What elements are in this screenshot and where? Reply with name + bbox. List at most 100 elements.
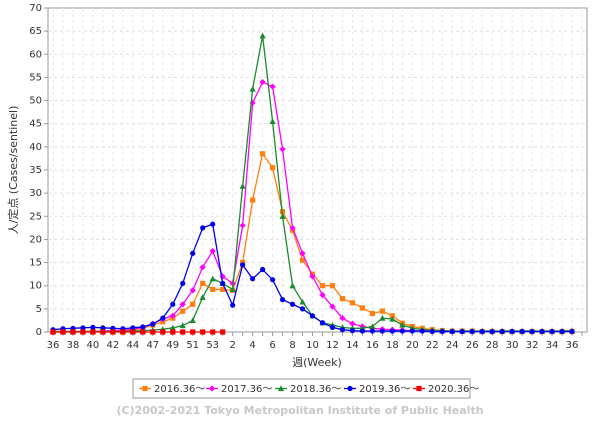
data-point <box>130 325 136 331</box>
data-point <box>230 302 236 308</box>
x-tick-label: 47 <box>146 340 159 351</box>
data-point <box>189 317 196 324</box>
data-point <box>309 273 316 280</box>
data-point <box>329 303 336 310</box>
data-point <box>160 315 166 321</box>
legend-entry: 2017.36～ <box>221 384 272 395</box>
series-4 <box>50 329 226 335</box>
data-point <box>269 118 276 124</box>
legend-marker <box>416 385 422 392</box>
data-point <box>169 324 176 331</box>
data-point <box>250 197 256 203</box>
data-point <box>250 276 256 282</box>
x-tick-label: 28 <box>486 340 499 351</box>
data-point <box>299 298 306 305</box>
x-tick-label: 38 <box>67 340 80 351</box>
y-tick-label: 70 <box>29 3 42 14</box>
x-tick-label: 32 <box>526 340 539 351</box>
data-point <box>329 283 336 289</box>
data-point <box>220 329 226 335</box>
y-tick-label: 50 <box>29 96 42 107</box>
x-tick-label: 6 <box>269 340 275 351</box>
data-point <box>180 280 186 286</box>
y-tick-label: 30 <box>29 188 42 199</box>
data-point <box>269 277 276 283</box>
data-point <box>210 221 216 227</box>
data-point <box>200 225 206 231</box>
y-tick-label: 40 <box>29 142 42 153</box>
data-point <box>199 294 206 300</box>
data-point <box>90 329 96 335</box>
data-point <box>150 321 156 327</box>
data-point <box>240 262 246 268</box>
y-tick-label: 10 <box>29 281 42 292</box>
x-tick-label: 42 <box>107 340 120 351</box>
data-point <box>359 305 366 311</box>
y-axis-label: 人/定点 (Cases/sentinel) <box>6 106 20 235</box>
x-tick-label: 44 <box>126 340 139 351</box>
data-point <box>179 301 186 308</box>
data-point <box>389 313 395 319</box>
data-point <box>299 306 306 312</box>
data-point <box>140 329 146 335</box>
data-point <box>180 329 186 335</box>
data-point <box>299 257 306 263</box>
data-point <box>190 250 196 256</box>
data-point <box>319 283 326 289</box>
data-point <box>260 266 266 273</box>
data-point <box>319 291 326 299</box>
data-point <box>90 324 96 330</box>
y-tick-label: 0 <box>36 327 42 338</box>
data-point <box>319 320 326 326</box>
data-point <box>379 328 385 334</box>
x-tick-label: 16 <box>366 340 379 351</box>
x-tick-label: 36 <box>47 340 60 351</box>
data-point <box>379 308 385 314</box>
data-point <box>389 328 395 334</box>
data-point <box>179 322 186 329</box>
data-point <box>100 329 106 335</box>
data-point <box>260 151 266 157</box>
data-point <box>289 301 296 307</box>
x-tick-label: 49 <box>166 340 179 351</box>
data-point <box>449 328 455 335</box>
data-point <box>80 325 86 331</box>
x-tick-label: 30 <box>506 340 519 351</box>
data-point <box>259 32 266 39</box>
data-point <box>339 296 346 302</box>
data-point <box>429 328 435 335</box>
y-tick-label: 15 <box>29 258 42 269</box>
data-point <box>160 329 166 335</box>
x-tick-label: 10 <box>306 340 319 351</box>
legend-entry: 2019.36～ <box>359 384 410 395</box>
x-tick-label: 26 <box>466 340 479 351</box>
data-point <box>189 287 196 294</box>
data-point <box>379 315 386 321</box>
x-axis-ticks: 36 38 40 42 44 47 49 51 53 2 4 6 8 10 12 14 16 18 20 22 24 26… <box>47 332 583 351</box>
data-point <box>359 328 366 334</box>
data-point <box>409 328 415 334</box>
data-point <box>499 328 505 335</box>
data-point <box>339 327 346 333</box>
x-tick-label: 4 <box>249 340 255 351</box>
data-point <box>349 300 356 306</box>
data-point <box>279 213 286 219</box>
legend-box <box>132 378 471 399</box>
y-tick-label: 20 <box>29 234 42 245</box>
data-point <box>150 329 156 335</box>
x-tick-label: 40 <box>87 340 100 351</box>
data-point <box>199 264 206 271</box>
legend-entry: 2016.36～ <box>154 384 205 395</box>
y-tick-label: 25 <box>29 211 42 222</box>
data-point <box>249 85 256 92</box>
x-tick-label: 53 <box>206 340 219 351</box>
legend-marker <box>208 385 216 392</box>
data-point <box>259 78 266 86</box>
data-point <box>209 275 216 282</box>
data-point <box>539 328 545 335</box>
y-tick-label: 60 <box>29 49 42 60</box>
data-point <box>269 83 276 90</box>
x-tick-label: 22 <box>426 340 439 351</box>
data-point <box>170 329 176 335</box>
